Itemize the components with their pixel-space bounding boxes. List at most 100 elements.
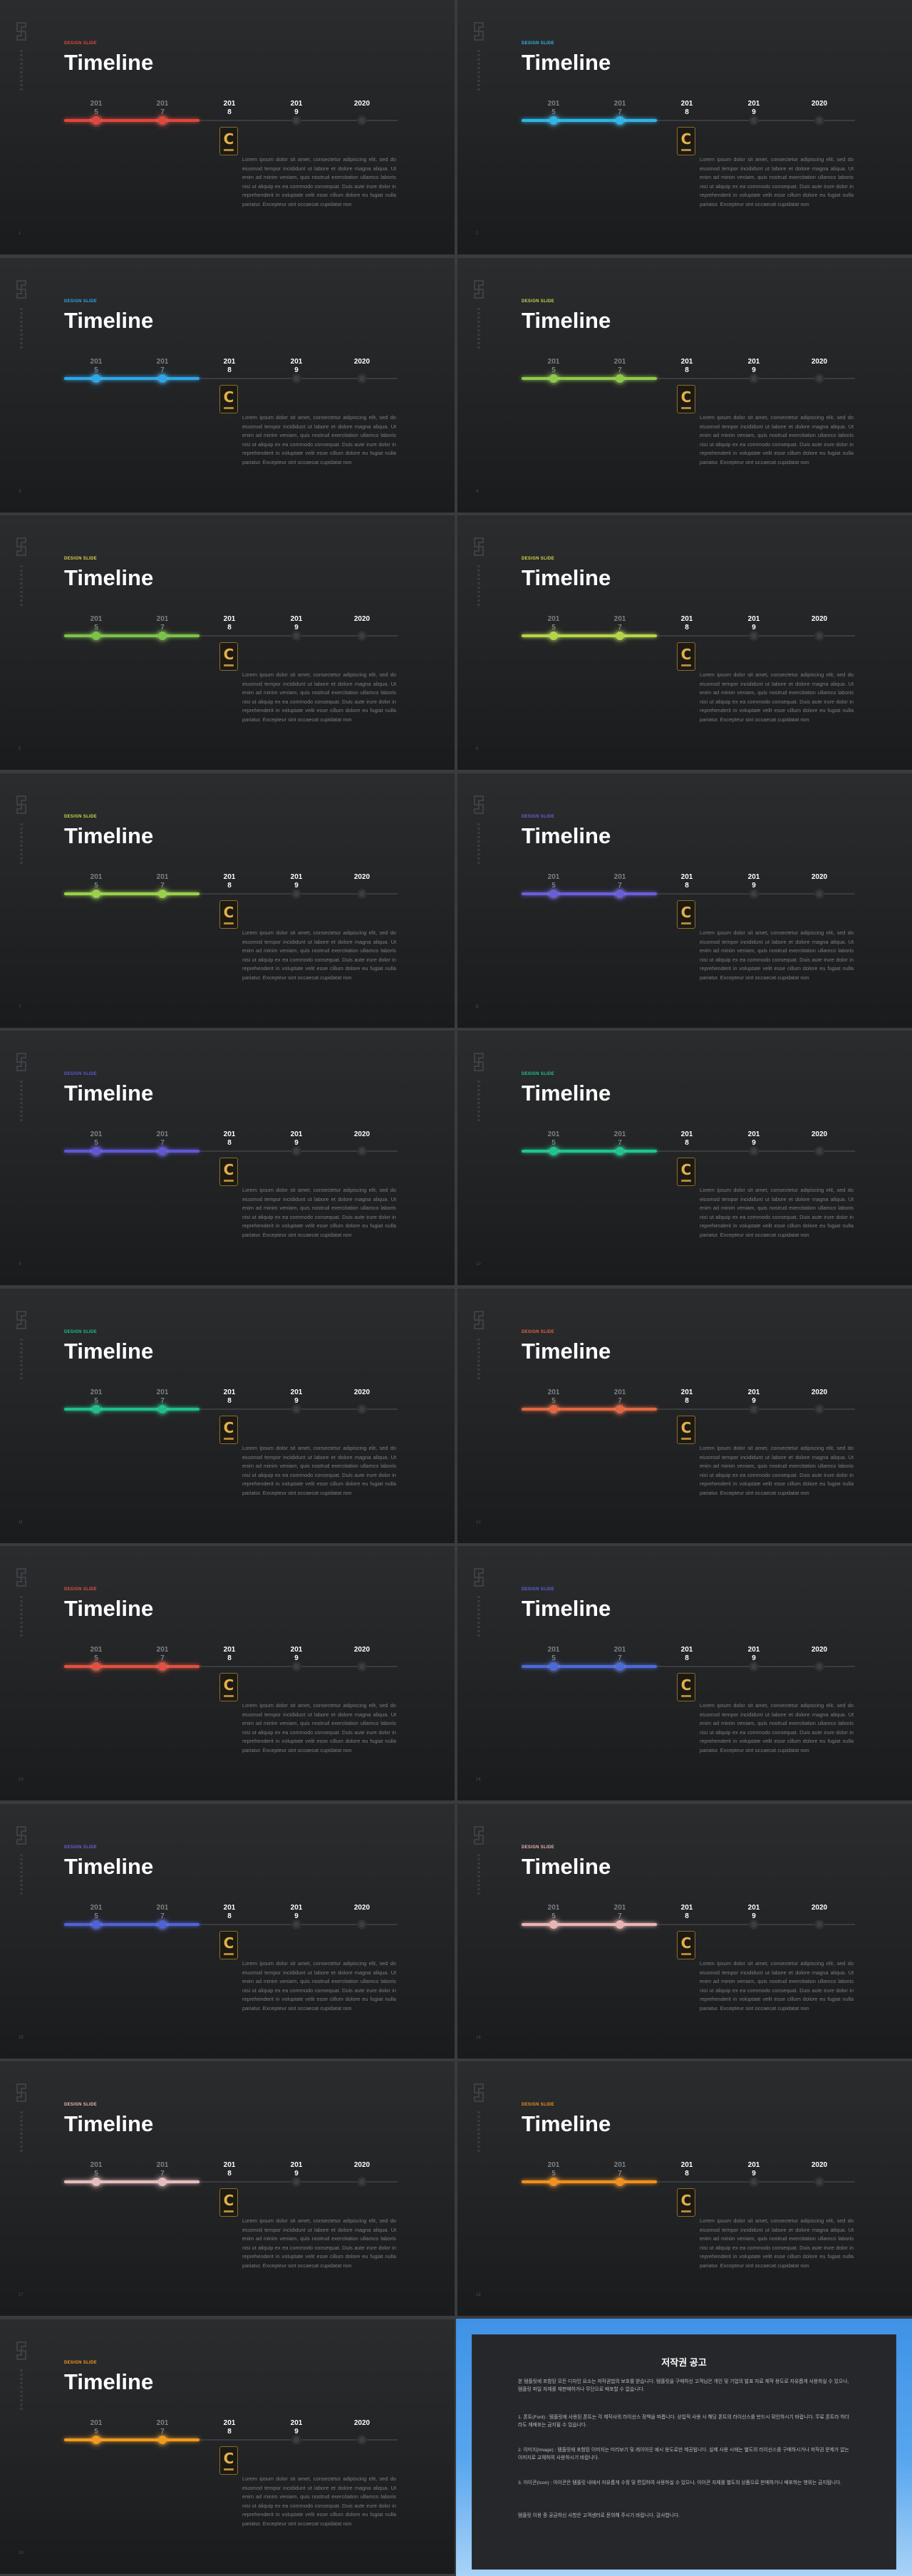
- current-year-marker[interactable]: C: [677, 642, 695, 671]
- timeline-node[interactable]: [294, 1922, 299, 1927]
- timeline-node[interactable]: [158, 374, 167, 383]
- timeline-node[interactable]: [616, 1662, 624, 1671]
- timeline-node[interactable]: [616, 374, 624, 383]
- current-year-marker[interactable]: C: [677, 900, 695, 929]
- timeline-node[interactable]: [158, 1147, 167, 1155]
- timeline-node[interactable]: [549, 1405, 558, 1413]
- timeline-node[interactable]: [359, 2437, 365, 2443]
- timeline-slide[interactable]: 11 DESIGN SLIDE Timeline 201 5 201 7 201 8 201…: [0, 1289, 455, 1543]
- timeline-node[interactable]: [359, 1148, 365, 1154]
- current-year-marker[interactable]: C: [219, 1158, 238, 1186]
- timeline-slide[interactable]: 5 DESIGN SLIDE Timeline 201 5 201 7 201 8 201 …: [0, 515, 455, 770]
- timeline-node[interactable]: [92, 1920, 100, 1929]
- timeline-node[interactable]: [294, 376, 299, 381]
- timeline-node[interactable]: [294, 2179, 299, 2185]
- current-year-marker[interactable]: C: [219, 2446, 238, 2475]
- timeline-node[interactable]: [751, 2179, 757, 2185]
- current-year-marker[interactable]: C: [677, 1158, 695, 1186]
- timeline-node[interactable]: [817, 1406, 822, 1412]
- timeline-node[interactable]: [92, 890, 100, 898]
- timeline-node[interactable]: [294, 118, 299, 123]
- timeline-node[interactable]: [751, 1148, 757, 1154]
- timeline-node[interactable]: [549, 1920, 558, 1929]
- timeline-node[interactable]: [359, 1664, 365, 1669]
- current-year-marker[interactable]: C: [219, 642, 238, 671]
- timeline-node[interactable]: [817, 1922, 822, 1927]
- timeline-node[interactable]: [549, 2178, 558, 2186]
- timeline-node[interactable]: [92, 374, 100, 383]
- timeline-node[interactable]: [294, 1406, 299, 1412]
- timeline-node[interactable]: [158, 2436, 167, 2444]
- timeline-node[interactable]: [92, 116, 100, 125]
- timeline-node[interactable]: [751, 633, 757, 639]
- timeline-node[interactable]: [92, 1405, 100, 1413]
- timeline-node[interactable]: [92, 2178, 100, 2186]
- timeline-slide[interactable]: 16 DESIGN SLIDE Timeline 201 5 201 7 201 8 201…: [457, 1804, 912, 2059]
- timeline-node[interactable]: [294, 2437, 299, 2443]
- timeline-node[interactable]: [817, 2179, 822, 2185]
- timeline-node[interactable]: [92, 1147, 100, 1155]
- timeline-node[interactable]: [817, 1148, 822, 1154]
- timeline-node[interactable]: [294, 1664, 299, 1669]
- timeline-node[interactable]: [817, 118, 822, 123]
- current-year-marker[interactable]: C: [677, 2188, 695, 2217]
- current-year-marker[interactable]: C: [677, 1416, 695, 1444]
- timeline-node[interactable]: [294, 1148, 299, 1154]
- current-year-marker[interactable]: C: [677, 127, 695, 155]
- timeline-slide[interactable]: 18 DESIGN SLIDE Timeline 201 5 201 7 201 8 201…: [457, 2061, 912, 2316]
- current-year-marker[interactable]: C: [219, 127, 238, 155]
- timeline-slide[interactable]: 13 DESIGN SLIDE Timeline 201 5 201 7 201 8 201…: [0, 1546, 455, 1800]
- timeline-node[interactable]: [92, 632, 100, 640]
- timeline-slide[interactable]: 19 DESIGN SLIDE Timeline 201 5 201 7 201 8 201…: [0, 2319, 455, 2574]
- timeline-node[interactable]: [92, 2436, 100, 2444]
- timeline-slide[interactable]: 12 DESIGN SLIDE Timeline 201 5 201 7 201 8 201…: [457, 1289, 912, 1543]
- timeline-slide[interactable]: 1 DESIGN SLIDE Timeline 201 5 201 7 201 8 201 …: [0, 0, 455, 254]
- timeline-slide[interactable]: 3 DESIGN SLIDE Timeline 201 5 201 7 201 8 201 …: [0, 258, 455, 512]
- timeline-node[interactable]: [616, 2178, 624, 2186]
- timeline-node[interactable]: [359, 1406, 365, 1412]
- timeline-slide[interactable]: 2 DESIGN SLIDE Timeline 201 5 201 7 201 8 201 …: [457, 0, 912, 254]
- timeline-node[interactable]: [616, 1147, 624, 1155]
- timeline-node[interactable]: [751, 376, 757, 381]
- current-year-marker[interactable]: C: [677, 1931, 695, 1959]
- timeline-node[interactable]: [751, 118, 757, 123]
- timeline-slide[interactable]: 10 DESIGN SLIDE Timeline 201 5 201 7 201 8 201…: [457, 1031, 912, 1285]
- timeline-slide[interactable]: 6 DESIGN SLIDE Timeline 201 5 201 7 201 8 201 …: [457, 515, 912, 770]
- timeline-node[interactable]: [359, 2179, 365, 2185]
- timeline-node[interactable]: [616, 632, 624, 640]
- timeline-node[interactable]: [817, 891, 822, 897]
- timeline-node[interactable]: [549, 890, 558, 898]
- timeline-node[interactable]: [817, 1664, 822, 1669]
- timeline-node[interactable]: [359, 891, 365, 897]
- timeline-node[interactable]: [294, 891, 299, 897]
- timeline-node[interactable]: [549, 1662, 558, 1671]
- timeline-node[interactable]: [158, 1920, 167, 1929]
- current-year-marker[interactable]: C: [219, 900, 238, 929]
- timeline-node[interactable]: [549, 1147, 558, 1155]
- timeline-node[interactable]: [616, 1920, 624, 1929]
- timeline-node[interactable]: [158, 632, 167, 640]
- timeline-node[interactable]: [359, 118, 365, 123]
- timeline-node[interactable]: [549, 116, 558, 125]
- timeline-node[interactable]: [751, 1406, 757, 1412]
- timeline-node[interactable]: [751, 1664, 757, 1669]
- current-year-marker[interactable]: C: [677, 1673, 695, 1701]
- current-year-marker[interactable]: C: [219, 1931, 238, 1959]
- current-year-marker[interactable]: C: [219, 385, 238, 413]
- timeline-node[interactable]: [817, 376, 822, 381]
- timeline-slide[interactable]: 15 DESIGN SLIDE Timeline 201 5 201 7 201 8 201…: [0, 1804, 455, 2059]
- timeline-node[interactable]: [616, 116, 624, 125]
- timeline-node[interactable]: [817, 633, 822, 639]
- timeline-node[interactable]: [92, 1662, 100, 1671]
- timeline-node[interactable]: [616, 890, 624, 898]
- timeline-node[interactable]: [294, 633, 299, 639]
- current-year-marker[interactable]: C: [677, 385, 695, 413]
- timeline-node[interactable]: [549, 632, 558, 640]
- timeline-slide[interactable]: 7 DESIGN SLIDE Timeline 201 5 201 7 201 8 201 …: [0, 773, 455, 1028]
- timeline-node[interactable]: [158, 2178, 167, 2186]
- timeline-node[interactable]: [158, 890, 167, 898]
- timeline-node[interactable]: [158, 116, 167, 125]
- timeline-slide[interactable]: 9 DESIGN SLIDE Timeline 201 5 201 7 201 8 201 …: [0, 1031, 455, 1285]
- current-year-marker[interactable]: C: [219, 2188, 238, 2217]
- timeline-node[interactable]: [359, 633, 365, 639]
